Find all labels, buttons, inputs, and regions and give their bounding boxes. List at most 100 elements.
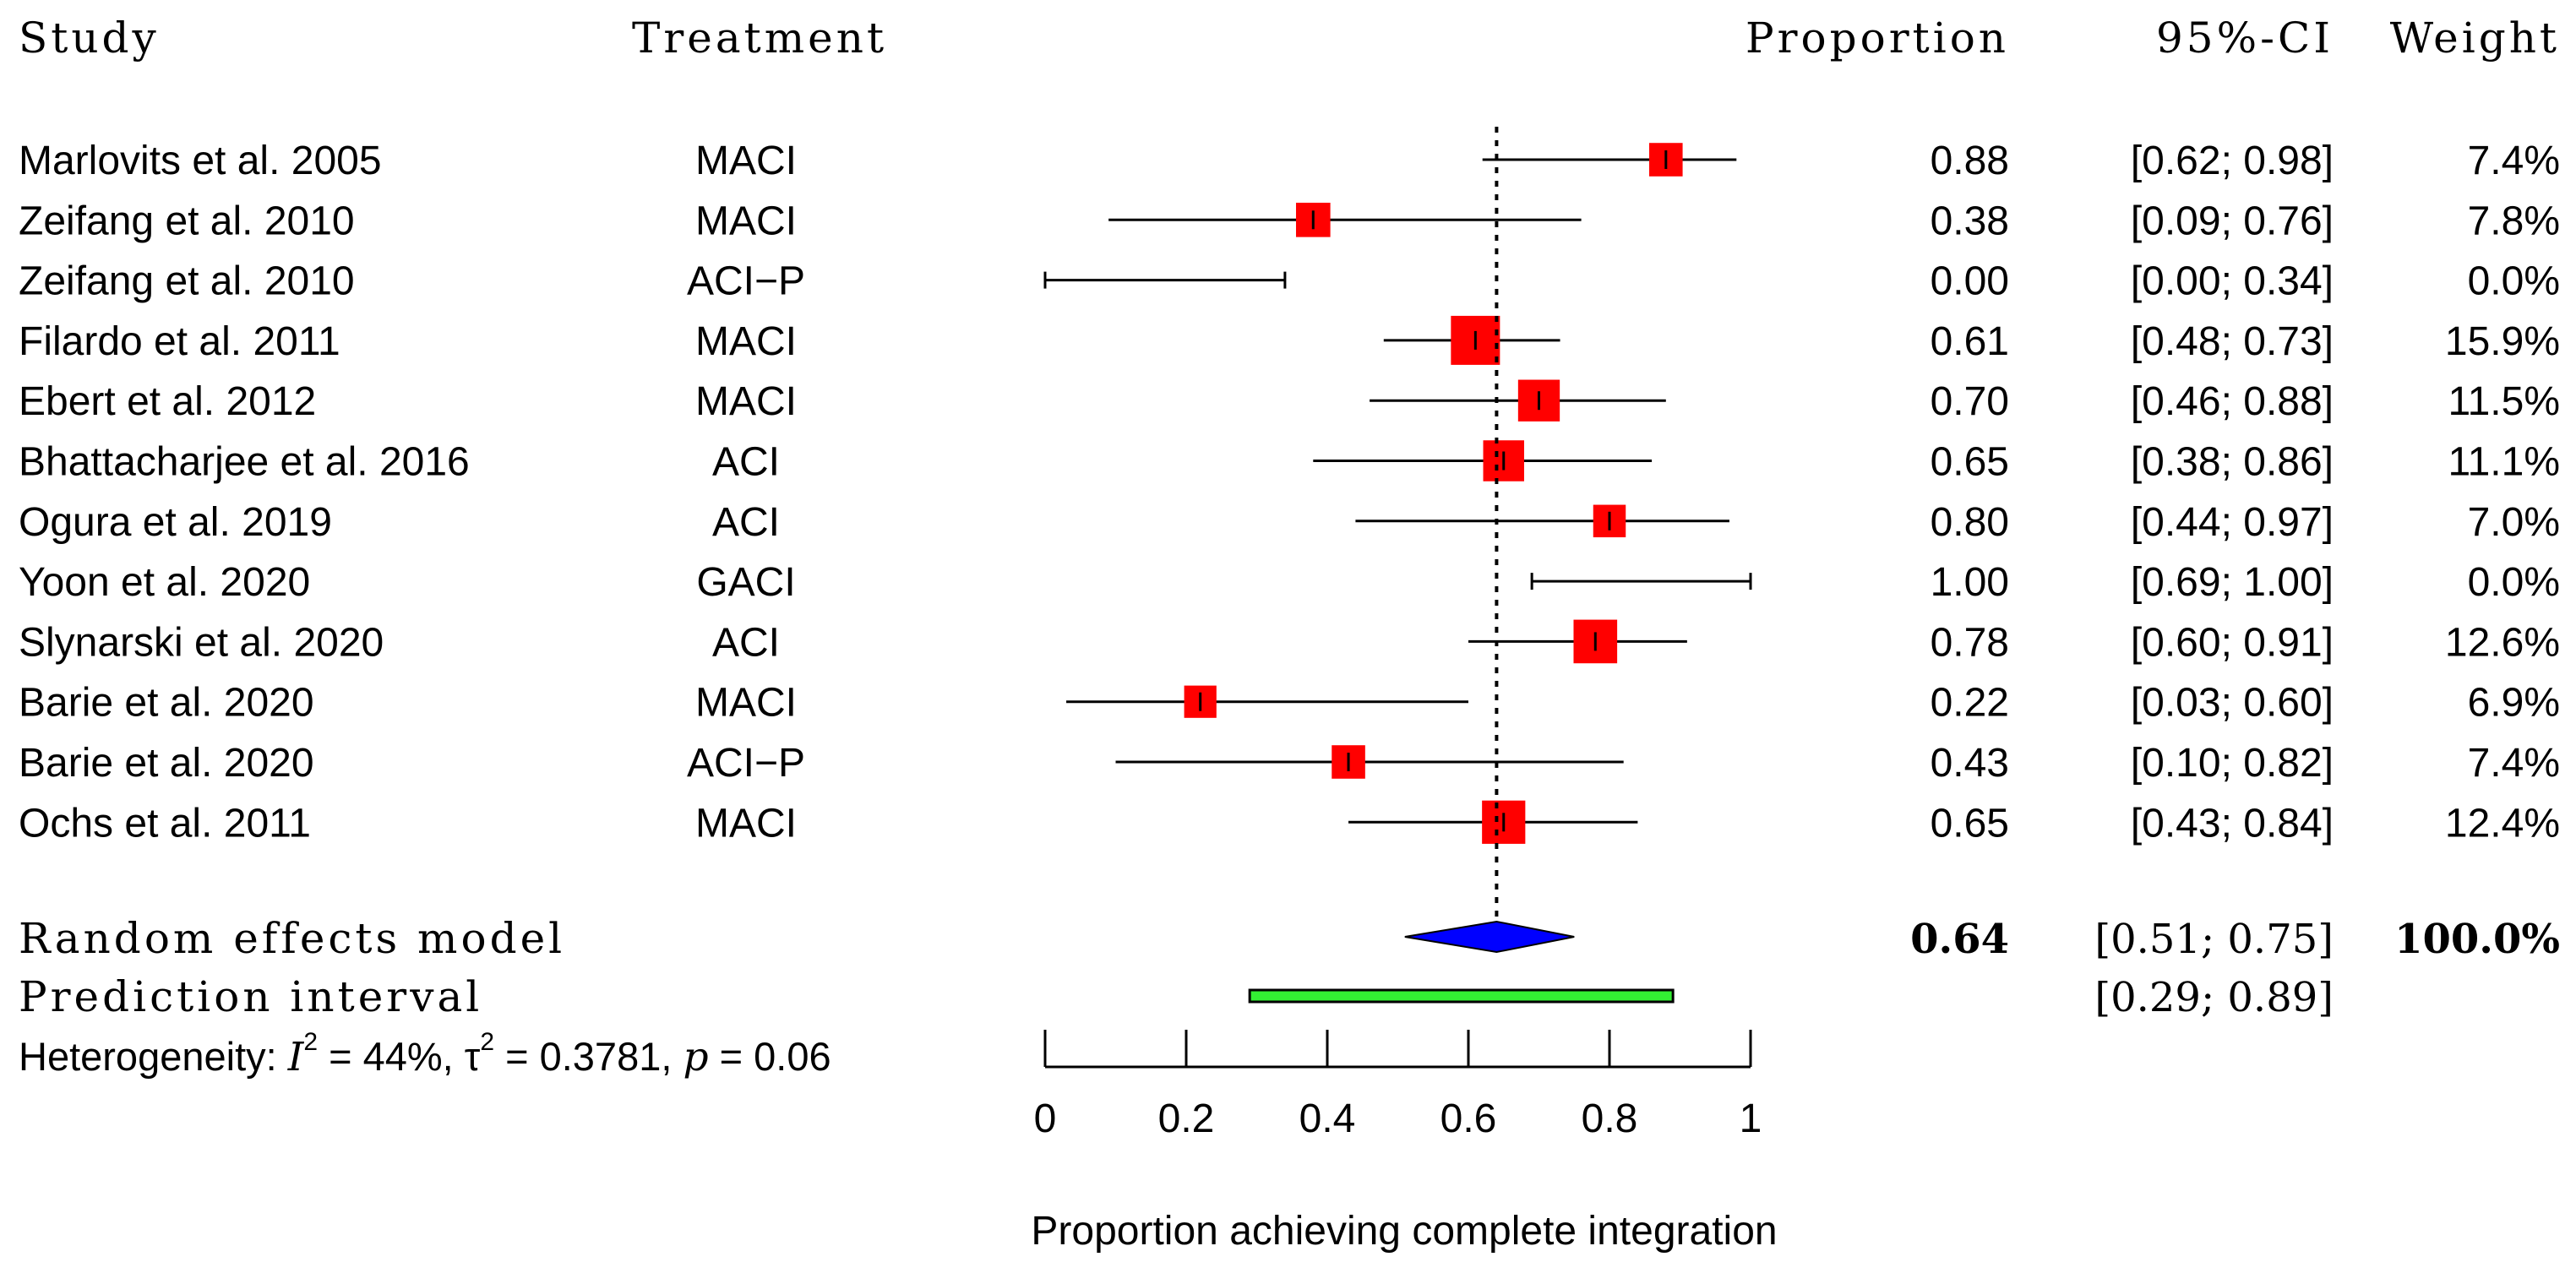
study-name: Yoon et al. 2020: [19, 560, 310, 605]
study-proportion: 0.65: [1931, 801, 2009, 846]
study-name: Barie et al. 2020: [19, 681, 314, 726]
prediction-label: Prediction interval: [19, 972, 482, 1021]
study-ci: [0.69; 1.00]: [2131, 560, 2334, 605]
study-proportion: 0.61: [1931, 319, 2009, 364]
study-weight: 11.1%: [2448, 440, 2560, 485]
study-row: Slynarski et al. 2020 ACI 0.78 [0.60; 0.91]…: [19, 620, 2560, 665]
study-weight: 15.9%: [2445, 319, 2560, 364]
study-row: Barie et al. 2020 ACI−P 0.43 [0.10; 0.82] 7.…: [19, 741, 2560, 786]
header-ci: 95%-CI: [2156, 14, 2334, 63]
study-weight: 0.0%: [2468, 259, 2560, 304]
tau-exponent: 2: [480, 1028, 494, 1056]
study-row: Barie et al. 2020 MACI 0.22 [0.03; 0.60] 6.9…: [19, 681, 2560, 726]
prediction-bar: [1248, 988, 1675, 1004]
study-name: Zeifang et al. 2010: [19, 259, 355, 304]
study-ci: [0.03; 0.60]: [2131, 681, 2334, 726]
heterogeneity-text: Heterogeneity: I2 = 44%, τ2 = 0.3781, p …: [19, 1028, 831, 1080]
prediction-ci: [0.29; 0.89]: [2094, 974, 2334, 1021]
study-row: Bhattacharjee et al. 2016 ACI 0.65 [0.38; 0…: [19, 440, 2560, 485]
study-treatment: MACI: [695, 681, 797, 726]
tau-symbol: τ: [465, 1034, 481, 1079]
study-name: Ogura et al. 2019: [19, 500, 332, 545]
study-ci: [0.10; 0.82]: [2131, 741, 2334, 786]
study-weight: 7.0%: [2468, 500, 2560, 545]
study-proportion: 0.43: [1931, 741, 2009, 786]
study-proportion: 0.38: [1931, 199, 2009, 243]
study-proportion: 0.88: [1931, 139, 2009, 183]
i2-exponent: 2: [303, 1028, 318, 1056]
study-proportion: 0.80: [1931, 500, 2009, 545]
study-treatment: MACI: [695, 199, 797, 243]
prediction-row: Prediction interval [0.29; 0.89]: [19, 972, 2334, 1021]
study-name: Barie et al. 2020: [19, 741, 314, 786]
study-treatment: MACI: [695, 139, 797, 183]
x-axis-title: Proportion achieving complete integratio…: [1031, 1209, 1777, 1254]
i2-value: = 44%,: [318, 1034, 465, 1079]
study-row: Yoon et al. 2020 GACI 1.00 [0.69; 1.00] 0.0%: [19, 560, 2560, 605]
summary-label: Random effects model: [19, 914, 565, 963]
x-tick-label: 0.6: [1440, 1096, 1497, 1141]
study-ci: [0.46; 0.88]: [2131, 379, 2334, 424]
study-name: Filardo et al. 2011: [19, 319, 340, 364]
column-headers: Study Treatment Proportion 95%-CI Weight: [19, 14, 2560, 63]
plot-marks: [1043, 127, 1752, 1004]
study-name: Ebert et al. 2012: [19, 379, 316, 424]
study-row: Ogura et al. 2019 ACI 0.80 [0.44; 0.97] 7.0%: [19, 500, 2560, 545]
study-ci: [0.43; 0.84]: [2131, 801, 2334, 846]
study-weight: 11.5%: [2448, 379, 2560, 424]
study-proportion: 0.22: [1931, 681, 2009, 726]
study-ci: [0.60; 0.91]: [2131, 620, 2334, 665]
study-row: Ebert et al. 2012 MACI 0.70 [0.46; 0.88] 11.…: [19, 379, 2560, 424]
study-row: Marlovits et al. 2005 MACI 0.88 [0.62; 0.98…: [19, 139, 2560, 183]
study-row: Zeifang et al. 2010 ACI−P 0.00 [0.00; 0.34]…: [19, 259, 2560, 304]
study-name: Bhattacharjee et al. 2016: [19, 440, 470, 485]
header-study: Study: [19, 14, 160, 63]
x-tick-label: 0: [1034, 1096, 1057, 1141]
study-ci: [0.00; 0.34]: [2131, 259, 2334, 304]
header-treatment: Treatment: [632, 14, 887, 63]
study-row: Ochs et al. 2011 MACI 0.65 [0.43; 0.84] 12.4…: [19, 801, 2560, 846]
summary-proportion: 0.64: [1910, 916, 2009, 963]
study-treatment: ACI: [712, 500, 780, 545]
study-treatment: MACI: [695, 801, 797, 846]
study-weight: 7.4%: [2468, 741, 2560, 786]
study-rows: Marlovits et al. 2005 MACI 0.88 [0.62; 0.98…: [19, 139, 2560, 846]
p-symbol: p: [683, 1034, 708, 1080]
study-treatment: GACI: [696, 560, 795, 605]
study-proportion: 0.78: [1931, 620, 2009, 665]
study-treatment: ACI: [712, 440, 780, 485]
study-proportion: 0.70: [1931, 379, 2009, 424]
tau-value: = 0.3781,: [494, 1034, 683, 1079]
study-ci: [0.38; 0.86]: [2131, 440, 2334, 485]
x-axis: 0 0.2 0.4 0.6 0.8 1: [1034, 1030, 1762, 1141]
study-treatment: ACI−P: [687, 741, 805, 786]
study-row: Filardo et al. 2011 MACI 0.61 [0.48; 0.73] 1…: [19, 319, 2560, 364]
study-treatment: ACI−P: [687, 259, 805, 304]
study-name: Slynarski et al. 2020: [19, 620, 384, 665]
study-weight: 12.6%: [2445, 620, 2560, 665]
study-weight: 0.0%: [2468, 560, 2560, 605]
header-proportion: Proportion: [1745, 14, 2009, 63]
study-proportion: 0.00: [1931, 259, 2009, 304]
study-weight: 6.9%: [2468, 681, 2560, 726]
study-ci: [0.09; 0.76]: [2131, 199, 2334, 243]
study-name: Zeifang et al. 2010: [19, 199, 355, 243]
study-ci: [0.48; 0.73]: [2131, 319, 2334, 364]
header-weight: Weight: [2390, 14, 2560, 63]
study-treatment: ACI: [712, 620, 780, 665]
study-weight: 7.4%: [2468, 139, 2560, 183]
summary-ci: [0.51; 0.75]: [2094, 916, 2334, 963]
study-name: Ochs et al. 2011: [19, 801, 311, 846]
study-weight: 7.8%: [2468, 199, 2560, 243]
study-proportion: 0.65: [1931, 440, 2009, 485]
x-tick-label: 1: [1740, 1096, 1762, 1141]
study-row: Zeifang et al. 2010 MACI 0.38 [0.09; 0.76] 7…: [19, 199, 2560, 243]
study-proportion: 1.00: [1931, 560, 2009, 605]
summary-diamond: [1404, 920, 1575, 954]
x-tick-label: 0.2: [1158, 1096, 1215, 1141]
study-ci: [0.44; 0.97]: [2131, 500, 2334, 545]
study-treatment: MACI: [695, 319, 797, 364]
study-name: Marlovits et al. 2005: [19, 139, 382, 183]
summary-row: Random effects model 0.64 [0.51; 0.75] 1…: [19, 914, 2560, 963]
p-value: = 0.06: [709, 1034, 831, 1079]
